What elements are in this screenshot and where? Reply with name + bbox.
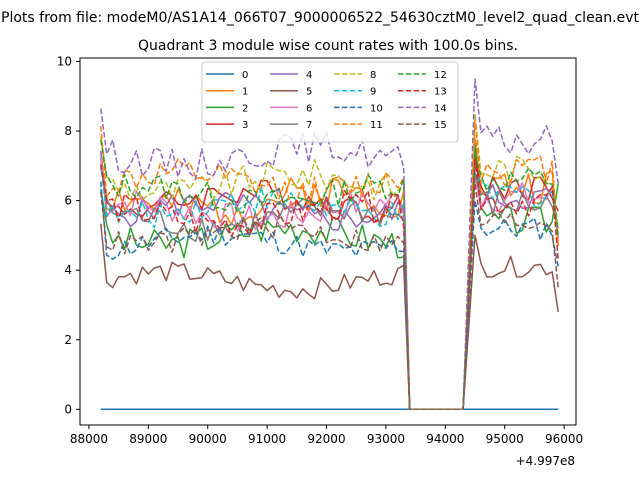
x-offset-label: +4.997e8 [516,454,575,468]
x-tick-label: 90000 [189,432,227,446]
legend-label-2: 2 [242,103,248,114]
x-tick-label: 91000 [248,432,286,446]
series-line-8 [100,112,559,411]
legend-label-4: 4 [306,70,312,81]
x-tick-label: 94000 [426,432,464,446]
legend-label-11: 11 [370,120,383,131]
y-tick-label: 6 [64,194,72,208]
series-line-11 [100,119,559,411]
y-tick-label: 8 [64,124,72,138]
x-tick-label: 95000 [486,432,524,446]
x-tick-label: 96000 [545,432,583,446]
y-tick-label: 0 [64,402,72,416]
legend-label-14: 14 [434,103,447,114]
y-tick-label: 2 [64,333,72,347]
legend-label-15: 15 [434,120,447,131]
ticks-layer: 88000 89000 90000 91000 92000 93000 94000 95000… [57,54,583,446]
legend-label-0: 0 [242,70,248,81]
legend-label-9: 9 [370,87,376,98]
series-line-5 [100,223,559,411]
series-line-4 [100,150,559,411]
series-line-10 [100,181,559,411]
x-tick-label: 89000 [129,432,167,446]
legend-label-6: 6 [306,103,312,114]
x-tick-label: 92000 [307,432,345,446]
legend-label-10: 10 [370,103,383,114]
legend-label-3: 3 [242,120,248,131]
legend-label-5: 5 [306,87,312,98]
series-layer [100,78,559,411]
legend-label-12: 12 [434,70,447,81]
legend-label-1: 1 [242,87,248,98]
y-tick-label: 10 [57,54,72,68]
chart-title: Quadrant 3 module wise count rates with … [138,38,518,54]
series-line-15 [100,182,559,411]
x-tick-label: 88000 [70,432,108,446]
series-line-9 [100,164,559,411]
x-tick-label: 93000 [367,432,405,446]
legend-box [201,61,459,143]
series-line-2 [100,144,559,411]
series-line-12 [100,139,559,411]
legend-label-8: 8 [370,70,376,81]
legend-label-7: 7 [306,120,312,131]
legend-label-13: 13 [434,87,447,98]
axes-frame [79,57,577,426]
figure-suptitle: Plots from file: modeM0/AS1A14_066T07_90… [1,10,639,26]
series-line-13 [100,158,559,411]
y-tick-label: 4 [64,263,72,277]
